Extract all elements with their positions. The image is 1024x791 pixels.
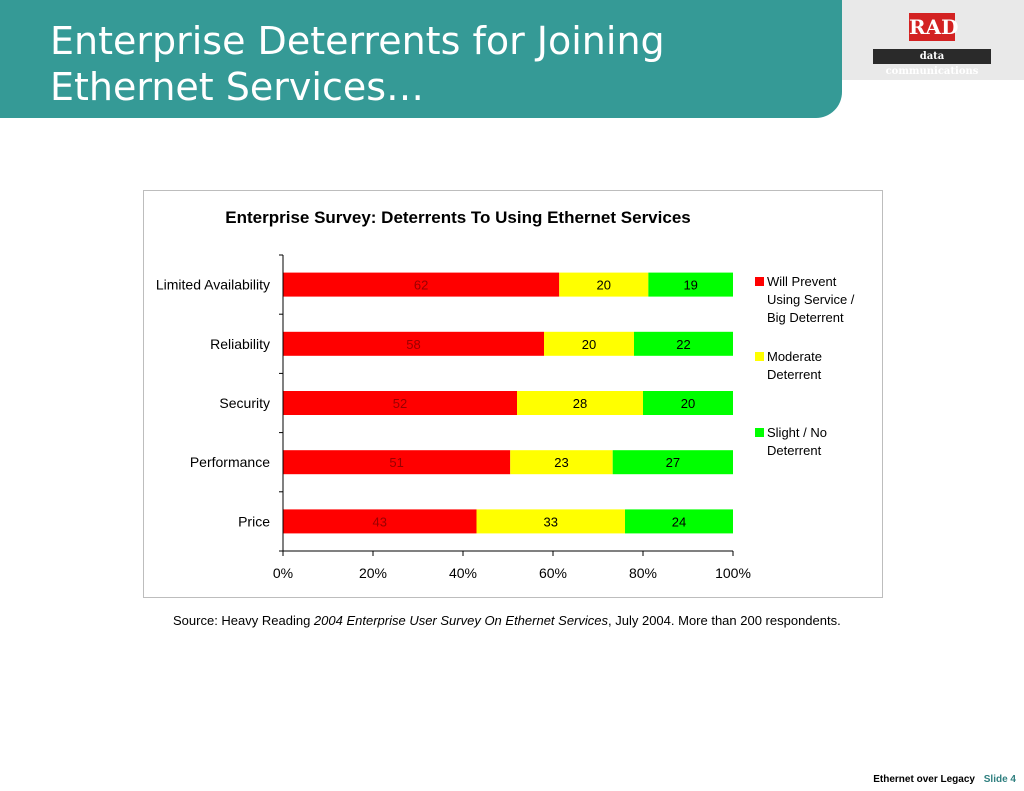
slide-number: Slide 4 — [983, 774, 1016, 785]
chart-frame: Enterprise Survey: Deterrents To Using E… — [143, 190, 883, 598]
bar-segment — [643, 391, 733, 415]
source-prefix: Source: Heavy Reading — [173, 613, 314, 628]
data-label: 52 — [393, 396, 407, 411]
category-label: Performance — [190, 454, 270, 470]
bar-segment — [625, 509, 733, 534]
slide-footer: Ethernet over Legacy Slide 4 — [873, 774, 1016, 785]
bar-segment — [517, 391, 643, 415]
source-suffix: , July 2004. More than 200 respondents. — [608, 613, 841, 628]
bar-segment — [612, 450, 733, 475]
data-label: 51 — [389, 455, 403, 470]
bar-segment — [544, 331, 634, 356]
legend-swatch — [755, 277, 764, 286]
bar-segment — [510, 450, 613, 475]
legend-label: Deterrent — [767, 443, 822, 458]
x-tick-label: 20% — [359, 565, 387, 581]
x-tick-label: 40% — [449, 565, 477, 581]
data-label: 24 — [672, 514, 686, 529]
legend-label: Deterrent — [767, 367, 822, 382]
data-label: 62 — [414, 278, 428, 293]
data-label: 43 — [373, 514, 387, 529]
category-label: Price — [238, 513, 270, 529]
footer-text: Ethernet over Legacy — [873, 774, 975, 785]
legend-label: Moderate — [767, 349, 822, 364]
bar-segment — [283, 450, 511, 475]
category-label: Security — [219, 395, 270, 411]
data-label: 23 — [554, 455, 568, 470]
bar-segment — [559, 272, 649, 297]
x-tick-label: 0% — [273, 565, 293, 581]
bar-segment — [648, 272, 733, 297]
category-label: Limited Availability — [156, 277, 270, 293]
data-label: 27 — [666, 455, 680, 470]
rad-logo-tagline: data communications — [873, 49, 991, 77]
rad-logo-mark: RAD — [909, 13, 959, 41]
stacked-bar-chart: Enterprise Survey: Deterrents To Using E… — [156, 208, 855, 581]
slide-title: Enterprise Deterrents for Joining Ethern… — [50, 18, 810, 110]
legend-label: Slight / No — [767, 425, 827, 440]
category-label: Reliability — [210, 336, 270, 352]
slide-title-line-1: Enterprise Deterrents for Joining — [50, 19, 665, 63]
header-band — [0, 0, 842, 118]
legend-swatch — [755, 352, 764, 361]
data-label: 20 — [681, 396, 695, 411]
data-label: 33 — [544, 514, 558, 529]
bar-segment — [283, 391, 517, 415]
legend-swatch — [755, 428, 764, 437]
data-label: 19 — [683, 278, 697, 293]
data-label: 58 — [406, 337, 420, 352]
x-tick-label: 80% — [629, 565, 657, 581]
legend-label: Will Prevent — [767, 274, 837, 289]
slide-title-line-2: Ethernet Services… — [50, 65, 425, 109]
bar-segment — [634, 331, 733, 356]
data-label: 28 — [573, 396, 587, 411]
chart-title: Enterprise Survey: Deterrents To Using E… — [225, 208, 690, 227]
source-publication: 2004 Enterprise User Survey On Ethernet … — [313, 613, 609, 628]
source-note: Source: Heavy Reading 2004 Enterprise Us… — [173, 612, 873, 629]
x-tick-label: 100% — [715, 565, 751, 581]
bar-segment — [283, 509, 477, 534]
bar-segment — [476, 509, 625, 534]
x-tick-label: 60% — [539, 565, 567, 581]
bar-segment — [283, 331, 544, 356]
legend-label: Big Deterrent — [767, 310, 844, 325]
rad-logo: RAD data communications — [873, 13, 991, 77]
data-label: 22 — [676, 337, 690, 352]
data-label: 20 — [597, 278, 611, 293]
bar-segment — [283, 272, 560, 297]
data-label: 20 — [582, 337, 596, 352]
legend-label: Using Service / — [767, 292, 855, 307]
